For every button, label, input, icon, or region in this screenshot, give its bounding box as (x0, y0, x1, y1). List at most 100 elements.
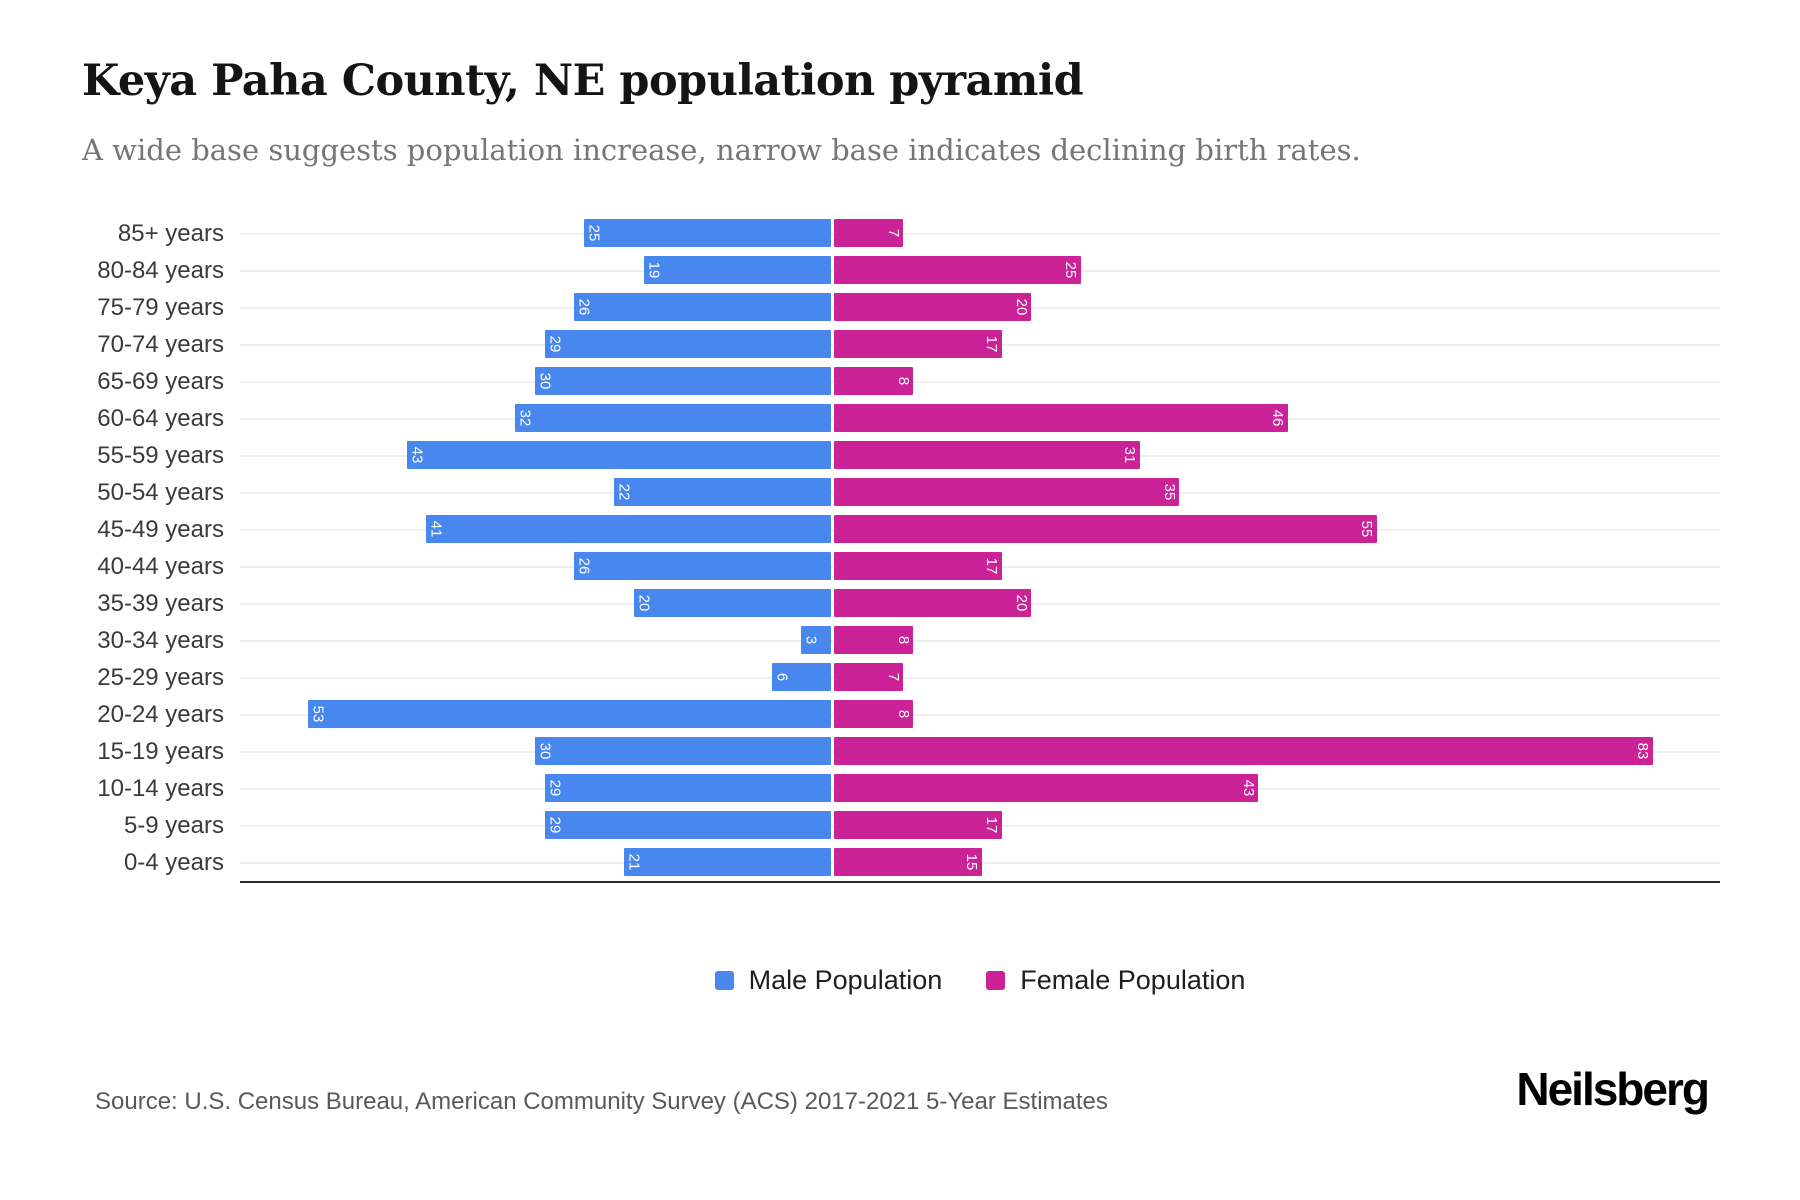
age-group-label: 80-84 years (97, 257, 224, 284)
male-bar[interactable]: 25 (584, 219, 831, 247)
age-group-label: 45-49 years (97, 516, 224, 543)
female-bar[interactable]: 46 (834, 404, 1288, 432)
male-bar-value: 26 (575, 557, 593, 575)
female-bar-value: 31 (1121, 446, 1139, 464)
left-half: 25 (240, 215, 832, 252)
plot-area: 29 17 (240, 326, 1720, 363)
left-half: 43 (240, 437, 832, 474)
female-bar[interactable]: 7 (834, 663, 904, 691)
left-half: 22 (240, 474, 832, 511)
plot-area: 20 20 (240, 585, 1720, 622)
female-bar[interactable]: 8 (834, 700, 913, 728)
female-bar-value: 8 (894, 635, 912, 645)
male-bar[interactable]: 26 (574, 552, 831, 580)
left-half: 30 (240, 363, 832, 400)
legend-item-male[interactable]: Male Population (714, 965, 942, 996)
pyramid-row: 5-9 years 29 17 (0, 807, 1800, 844)
female-bar-value: 8 (894, 376, 912, 386)
male-bar[interactable]: 29 (544, 811, 831, 839)
right-half: 15 (832, 844, 1720, 881)
pyramid-row: 35-39 years 20 20 (0, 585, 1800, 622)
male-bar-value: 43 (408, 446, 426, 464)
male-bar[interactable]: 43 (406, 441, 831, 469)
female-bar[interactable]: 8 (834, 367, 913, 395)
age-group-label: 10-14 years (97, 775, 224, 802)
age-group-label: 5-9 years (123, 812, 224, 839)
gridline (240, 639, 1720, 642)
x-axis-line (240, 881, 1720, 883)
male-bar-value: 3 (802, 635, 820, 645)
male-bar[interactable]: 26 (574, 293, 831, 321)
female-bar[interactable]: 15 (834, 848, 982, 876)
left-half: 19 (240, 252, 832, 289)
legend-item-female[interactable]: Female Population (986, 965, 1245, 996)
population-pyramid-chart: 85+ years 25 7 80-84 years 19 25 75-79 years 26… (0, 215, 1800, 883)
male-bar[interactable]: 6 (771, 663, 831, 691)
male-bar[interactable]: 32 (515, 404, 831, 432)
right-half: 17 (832, 807, 1720, 844)
female-bar[interactable]: 7 (834, 219, 904, 247)
male-bar-value: 30 (536, 742, 554, 760)
male-bar[interactable]: 21 (623, 848, 831, 876)
plot-area: 29 17 (240, 807, 1720, 844)
left-half: 32 (240, 400, 832, 437)
female-bar[interactable]: 55 (834, 515, 1377, 543)
female-bar-value: 17 (983, 557, 1001, 575)
right-half: 46 (832, 400, 1720, 437)
female-bar[interactable]: 20 (834, 293, 1032, 321)
male-bar[interactable]: 29 (544, 774, 831, 802)
male-bar-value: 41 (427, 520, 445, 538)
plot-area: 19 25 (240, 252, 1720, 289)
male-bar[interactable]: 22 (613, 478, 831, 506)
age-group-label: 30-34 years (97, 627, 224, 654)
gridline (240, 380, 1720, 383)
left-half: 53 (240, 696, 832, 733)
male-bar-value: 32 (516, 409, 534, 427)
right-half: 7 (832, 659, 1720, 696)
pyramid-row: 15-19 years 30 83 (0, 733, 1800, 770)
pyramid-row: 85+ years 25 7 (0, 215, 1800, 252)
male-bar[interactable]: 30 (535, 737, 831, 765)
male-bar[interactable]: 29 (544, 330, 831, 358)
female-bar[interactable]: 83 (834, 737, 1653, 765)
right-half: 20 (832, 585, 1720, 622)
female-bar[interactable]: 25 (834, 256, 1081, 284)
female-bar[interactable]: 35 (834, 478, 1180, 506)
right-half: 8 (832, 622, 1720, 659)
male-bar[interactable]: 3 (801, 626, 831, 654)
male-bar[interactable]: 19 (643, 256, 831, 284)
plot-area: 22 35 (240, 474, 1720, 511)
plot-area: 43 31 (240, 437, 1720, 474)
right-half: 20 (832, 289, 1720, 326)
age-group-label: 70-74 years (97, 331, 224, 358)
male-bar[interactable]: 20 (633, 589, 831, 617)
male-bar[interactable]: 41 (426, 515, 831, 543)
pyramid-row: 75-79 years 26 20 (0, 289, 1800, 326)
age-group-label: 35-39 years (97, 590, 224, 617)
female-bar-value: 25 (1062, 261, 1080, 279)
chart-title: Keya Paha County, NE population pyramid (82, 56, 1084, 106)
pyramid-row: 50-54 years 22 35 (0, 474, 1800, 511)
female-bar[interactable]: 17 (834, 552, 1002, 580)
age-group-label: 50-54 years (97, 479, 224, 506)
female-bar-value: 55 (1358, 520, 1376, 538)
female-bar[interactable]: 31 (834, 441, 1140, 469)
right-half: 7 (832, 215, 1720, 252)
age-group-label: 25-29 years (97, 664, 224, 691)
female-bar[interactable]: 8 (834, 626, 913, 654)
pyramid-row: 25-29 years 6 7 (0, 659, 1800, 696)
male-bar[interactable]: 30 (535, 367, 831, 395)
pyramid-row: 65-69 years 30 8 (0, 363, 1800, 400)
male-bar[interactable]: 53 (308, 700, 831, 728)
female-bar[interactable]: 43 (834, 774, 1259, 802)
plot-area: 32 46 (240, 400, 1720, 437)
female-legend-label: Female Population (1020, 965, 1246, 995)
chart-legend: Male Population Female Population (240, 965, 1720, 996)
female-bar-value: 20 (1012, 594, 1030, 612)
female-bar[interactable]: 17 (834, 811, 1002, 839)
right-half: 17 (832, 548, 1720, 585)
female-bar[interactable]: 20 (834, 589, 1032, 617)
female-bar[interactable]: 17 (834, 330, 1002, 358)
